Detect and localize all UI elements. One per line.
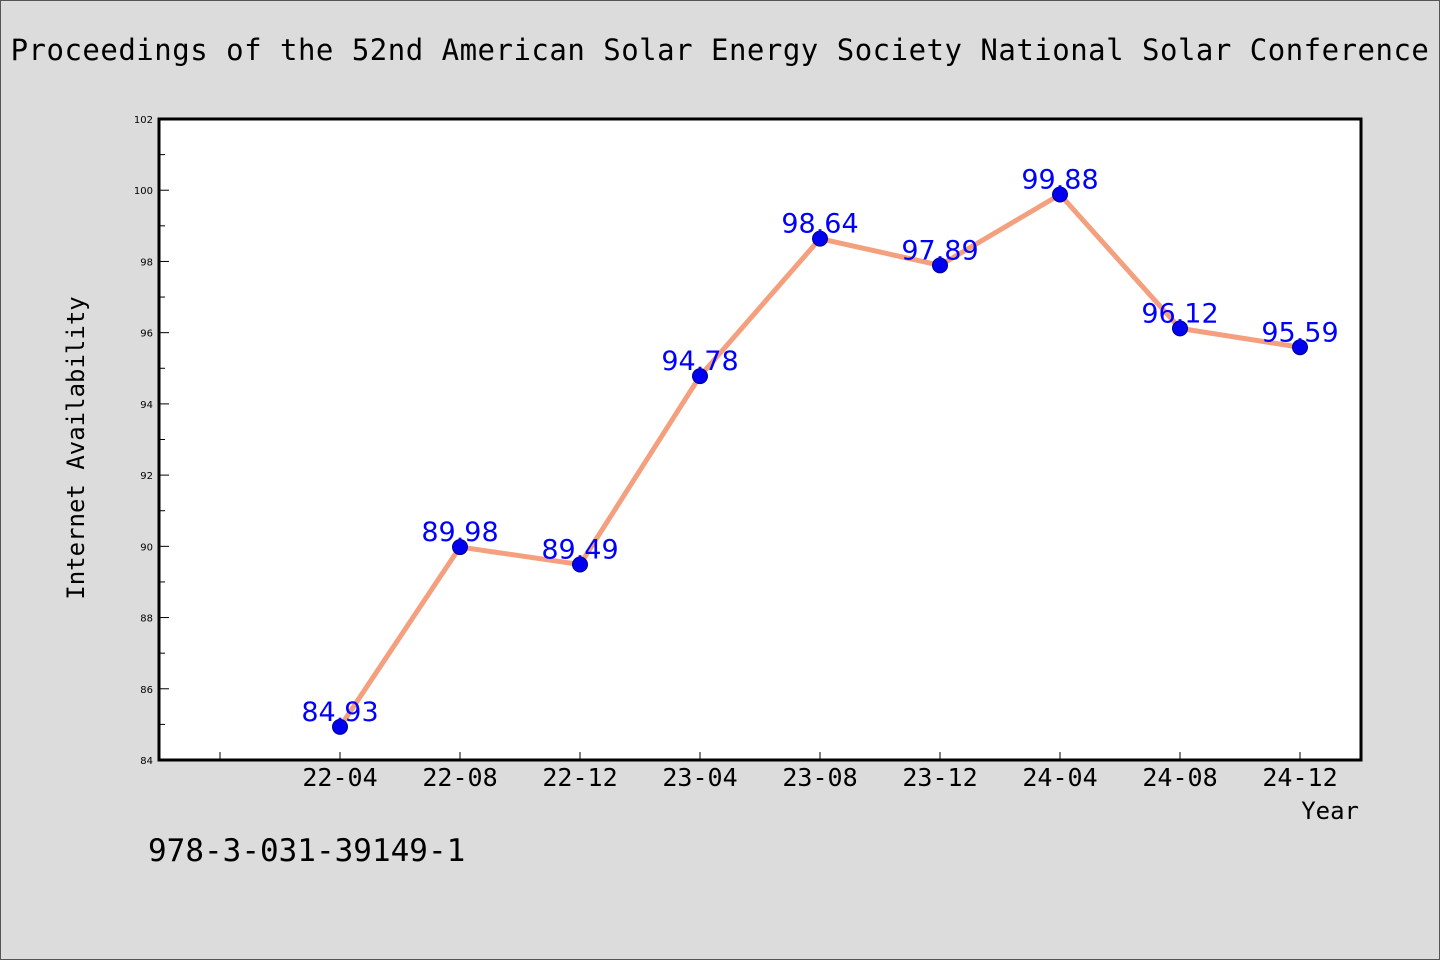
x-tick-label: 22-04 — [302, 763, 377, 792]
y-tick-label: 94 — [140, 400, 153, 411]
data-point — [812, 230, 828, 247]
data-point — [452, 539, 468, 556]
data-label: 89.98 — [421, 517, 498, 548]
y-axis-label: Internet Availability — [62, 296, 90, 599]
x-axis-label: Year — [1301, 797, 1359, 825]
data-label: 96.12 — [1141, 298, 1218, 329]
data-label: 84.93 — [301, 697, 378, 728]
data-point — [692, 368, 708, 385]
data-label: 99.88 — [1021, 164, 1098, 195]
x-tick-label: 22-12 — [542, 763, 617, 792]
data-point — [332, 718, 348, 735]
y-tick-label: 100 — [134, 186, 153, 197]
data-label: 97.89 — [901, 235, 978, 266]
x-tick-label: 24-04 — [1022, 763, 1097, 792]
data-label: 98.64 — [781, 209, 858, 240]
data-label: 89.49 — [541, 534, 618, 565]
data-label: 95.59 — [1261, 317, 1338, 348]
x-tick-label: 23-04 — [662, 763, 737, 792]
y-tick-label: 84 — [140, 756, 153, 767]
x-tick-label: 23-12 — [902, 763, 977, 792]
plot-area — [157, 117, 1363, 762]
y-tick-label: 90 — [140, 542, 153, 553]
y-tick-label: 98 — [140, 257, 153, 268]
y-tick-label: 92 — [140, 471, 153, 482]
x-tick-label: 24-12 — [1262, 763, 1337, 792]
y-tick-label: 102 — [134, 115, 153, 126]
chart-title: Proceedings of the 52nd American Solar E… — [10, 33, 1430, 67]
x-tick-label: 24-08 — [1142, 763, 1217, 792]
x-tick-label: 22-08 — [422, 763, 497, 792]
y-tick-label: 86 — [140, 685, 153, 696]
isbn-text: 978-3-031-39149-1 — [148, 833, 466, 869]
data-point — [572, 556, 588, 573]
data-point — [932, 257, 948, 274]
data-point — [1292, 339, 1308, 356]
data-label: 94.78 — [661, 346, 738, 377]
y-tick-label: 96 — [140, 329, 153, 340]
x-tick-label: 23-08 — [782, 763, 857, 792]
data-point — [1172, 320, 1188, 337]
y-tick-label: 88 — [140, 614, 153, 625]
data-point — [1052, 186, 1068, 203]
